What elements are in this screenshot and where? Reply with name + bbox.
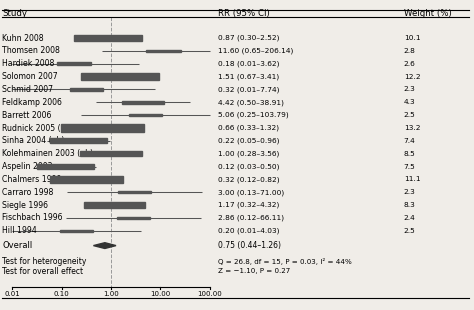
Text: 7.5: 7.5 [404, 164, 416, 170]
Text: Kuhn 2008: Kuhn 2008 [2, 33, 44, 42]
Bar [81, 73, 159, 80]
Text: Schmid 2007: Schmid 2007 [2, 85, 53, 94]
Text: 1.51 (0.67–3.41): 1.51 (0.67–3.41) [218, 73, 280, 80]
Text: 2.3: 2.3 [404, 189, 416, 195]
Text: 8.5: 8.5 [404, 151, 416, 157]
Text: 0.87 (0.30–2.52): 0.87 (0.30–2.52) [218, 35, 280, 41]
Text: 4.3: 4.3 [404, 99, 415, 105]
Text: Fischbach 1996: Fischbach 1996 [2, 214, 63, 223]
Text: 2.6: 2.6 [404, 61, 416, 67]
Polygon shape [93, 243, 116, 249]
Text: Solomon 2007: Solomon 2007 [2, 72, 58, 81]
Text: 0.10: 0.10 [54, 291, 70, 298]
Text: 2.4: 2.4 [404, 215, 416, 221]
Bar [129, 114, 163, 117]
Text: Weight (%): Weight (%) [404, 9, 452, 18]
Bar [70, 88, 103, 91]
Text: 11.60 (0.65–206.14): 11.60 (0.65–206.14) [218, 48, 294, 54]
Text: Study: Study [2, 9, 27, 18]
Text: Siegle 1996: Siegle 1996 [2, 201, 48, 210]
Text: 3.00 (0.13–71.00): 3.00 (0.13–71.00) [218, 189, 284, 196]
Bar [51, 139, 107, 143]
Text: Q = 26.8, df = 15, P = 0.03, I² = 44%: Q = 26.8, df = 15, P = 0.03, I² = 44% [218, 258, 352, 264]
Bar [117, 217, 150, 219]
Text: Chalmers 1999: Chalmers 1999 [2, 175, 62, 184]
Bar [118, 191, 151, 193]
Text: 10.00: 10.00 [150, 291, 171, 298]
Text: Feldkamp 2006: Feldkamp 2006 [2, 98, 62, 107]
Text: 5.06 (0.25–103.79): 5.06 (0.25–103.79) [218, 112, 289, 118]
Text: 0.32 (0.01–7.74): 0.32 (0.01–7.74) [218, 86, 280, 93]
Text: Z = −1.10, P = 0.27: Z = −1.10, P = 0.27 [218, 268, 291, 274]
Bar [60, 230, 93, 232]
Bar [84, 202, 145, 208]
Text: 2.86 (0.12–66.11): 2.86 (0.12–66.11) [218, 215, 284, 221]
Text: 0.22 (0.05–0.96): 0.22 (0.05–0.96) [218, 138, 280, 144]
Text: 0.75 (0.44–1.26): 0.75 (0.44–1.26) [218, 241, 281, 250]
Text: Sinha 2004 (ab): Sinha 2004 (ab) [2, 136, 64, 145]
Text: 12.2: 12.2 [404, 73, 420, 80]
Bar [122, 101, 164, 104]
Text: 2.5: 2.5 [404, 112, 416, 118]
Text: Test for heterogeneity: Test for heterogeneity [2, 256, 86, 265]
Text: 8.3: 8.3 [404, 202, 416, 208]
Bar [61, 124, 144, 132]
Text: Hardiek 2008: Hardiek 2008 [2, 59, 55, 68]
Text: 7.4: 7.4 [404, 138, 416, 144]
Bar [50, 176, 123, 183]
Text: 10.1: 10.1 [404, 35, 420, 41]
Text: 1.17 (0.32–4.32): 1.17 (0.32–4.32) [218, 202, 280, 208]
Bar [57, 63, 91, 65]
Text: 2.5: 2.5 [404, 228, 416, 234]
Text: 0.18 (0.01–3.62): 0.18 (0.01–3.62) [218, 60, 280, 67]
Text: Kolehmainen 2003 (ab): Kolehmainen 2003 (ab) [2, 149, 93, 158]
Text: Hill 1994: Hill 1994 [2, 226, 37, 235]
Bar [81, 151, 142, 157]
Text: RR (95% CI): RR (95% CI) [218, 9, 270, 18]
Bar [146, 50, 181, 52]
Text: 0.32 (0.12–0.82): 0.32 (0.12–0.82) [218, 176, 280, 183]
Text: 13.2: 13.2 [404, 125, 420, 131]
Text: 1.00: 1.00 [103, 291, 119, 298]
Text: Thomsen 2008: Thomsen 2008 [2, 46, 60, 55]
Text: 11.1: 11.1 [404, 176, 420, 182]
Text: 100.00: 100.00 [197, 291, 222, 298]
Text: Aspelin 2003: Aspelin 2003 [2, 162, 53, 171]
Text: Overall: Overall [2, 241, 32, 250]
Bar [73, 35, 142, 41]
Text: 2.3: 2.3 [404, 86, 416, 92]
Text: 0.12 (0.03–0.50): 0.12 (0.03–0.50) [218, 163, 280, 170]
Text: Test for overall effect: Test for overall effect [2, 267, 83, 276]
Text: 1.00 (0.28–3.56): 1.00 (0.28–3.56) [218, 150, 280, 157]
Text: 4.42 (0.50–38.91): 4.42 (0.50–38.91) [218, 99, 284, 106]
Text: 0.01: 0.01 [4, 291, 20, 298]
Text: 2.8: 2.8 [404, 48, 416, 54]
Text: Rudnick 2005 (ab): Rudnick 2005 (ab) [2, 123, 73, 132]
Text: Carraro 1998: Carraro 1998 [2, 188, 54, 197]
Text: 0.20 (0.01–4.03): 0.20 (0.01–4.03) [218, 228, 280, 234]
Bar [37, 164, 94, 169]
Text: Barrett 2006: Barrett 2006 [2, 111, 52, 120]
Text: 0.66 (0.33–1.32): 0.66 (0.33–1.32) [218, 125, 279, 131]
